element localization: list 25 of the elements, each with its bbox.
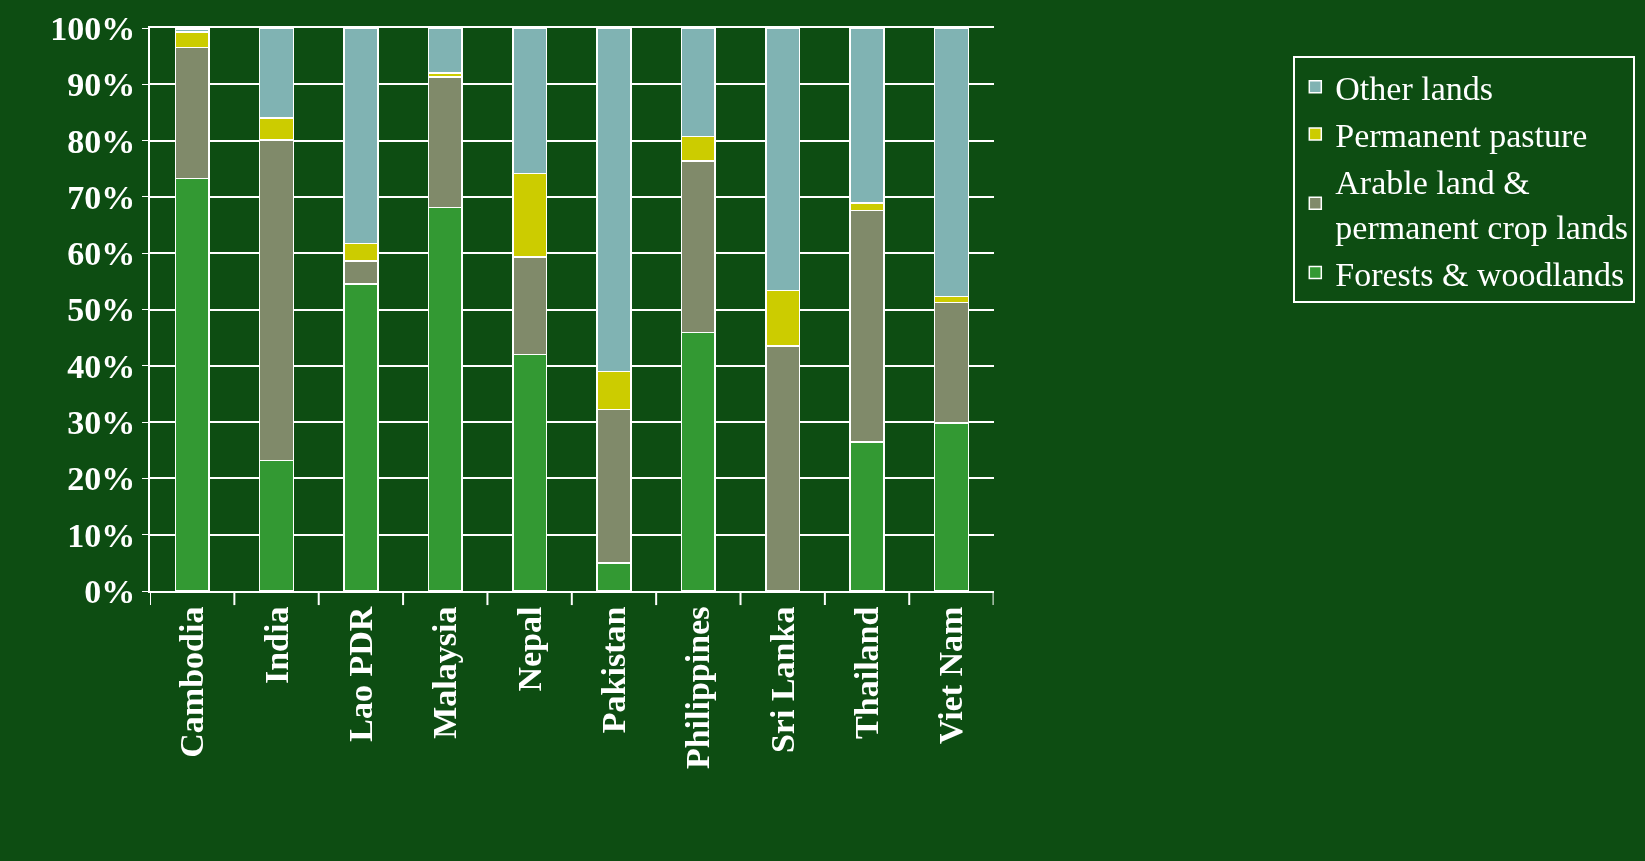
legend-label: Permanent pasture (1335, 117, 1588, 155)
x-tick-label: Lao PDR (341, 606, 379, 742)
x-tick-label: Thailand (848, 606, 886, 739)
x-tick-label: Sri Lanka (763, 606, 801, 754)
legend-label: Other lands (1335, 70, 1493, 108)
legend-label: Forests & woodlands (1335, 255, 1625, 293)
x-tick-label: Cambodia (173, 606, 211, 758)
y-tick-label: 20% (67, 460, 136, 498)
x-tick-label: India (257, 606, 295, 685)
x-tick-label: Philippines (679, 606, 717, 770)
x-tick-label: Viet Nam (932, 606, 970, 745)
y-tick-label: 30% (67, 404, 136, 441)
y-tick-label: 70% (67, 178, 136, 216)
y-tick-label: 10% (67, 516, 136, 554)
y-tick-label: 40% (67, 347, 136, 385)
y-tick-label: 80% (67, 122, 136, 160)
y-tick-label: 100% (50, 9, 136, 47)
x-tick-label: Nepal (510, 606, 548, 692)
legend-label: Arable land & permanent crop lands (1335, 164, 1628, 246)
y-tick-label: 0% (84, 572, 136, 610)
y-tick-label: 60% (67, 235, 136, 273)
y-tick-label: 90% (67, 66, 136, 104)
y-tick-label: 50% (67, 291, 136, 329)
x-tick-label: Malaysia (426, 606, 464, 739)
x-tick-label: Pakistan (595, 606, 633, 734)
